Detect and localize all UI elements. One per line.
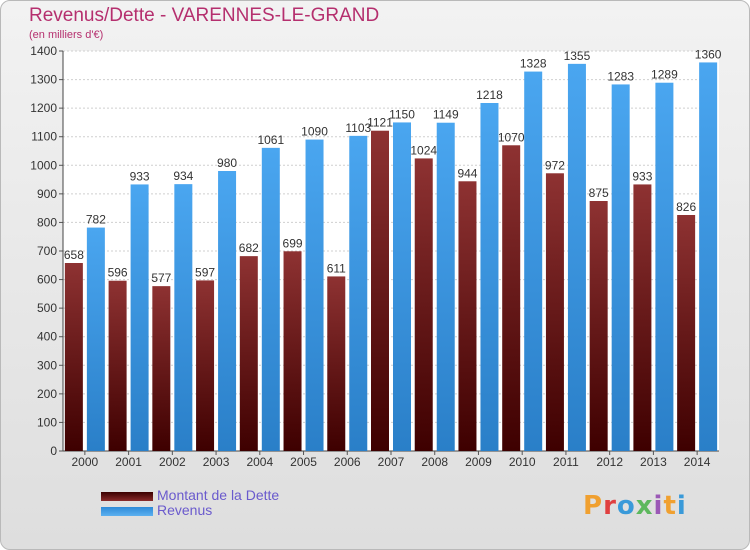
x-tick-label: 2004 — [246, 455, 273, 469]
x-tick-label: 2003 — [203, 455, 230, 469]
bar-revenus — [305, 139, 324, 452]
x-tick-label: 2005 — [290, 455, 317, 469]
bar-revenus — [611, 84, 630, 451]
bar-dette — [196, 280, 215, 451]
bar-revenus — [393, 122, 411, 451]
data-label-dette: 826 — [676, 200, 696, 214]
data-label-dette: 1121 — [367, 116, 393, 130]
y-tick-label: 1300 — [30, 73, 57, 87]
x-tick-label: 2012 — [596, 455, 623, 469]
bar-dette — [502, 145, 521, 452]
legend-swatch-revenus — [101, 507, 153, 516]
data-label-dette: 933 — [632, 169, 652, 183]
data-label-dette: 577 — [151, 271, 171, 285]
data-label-revenus: 1149 — [433, 108, 459, 122]
bar-revenus — [349, 135, 368, 451]
y-tick-label: 500 — [37, 301, 57, 315]
x-tick-label: 2009 — [465, 455, 492, 469]
x-tick-label: 2010 — [509, 455, 536, 469]
data-label-dette: 699 — [283, 236, 303, 250]
data-label-dette: 944 — [457, 166, 477, 180]
data-label-dette: 972 — [545, 158, 565, 172]
bar-dette — [371, 130, 389, 451]
bar-revenus — [130, 184, 149, 451]
bar-revenus — [699, 62, 718, 452]
data-label-revenus: 782 — [86, 213, 106, 227]
chart-title: Revenus/Dette - VARENNES-LE-GRAND — [29, 5, 380, 26]
bar-dette — [458, 181, 477, 452]
y-tick-label: 700 — [37, 244, 57, 258]
y-tick-label: 1400 — [30, 44, 57, 58]
y-tick-label: 300 — [37, 358, 57, 372]
data-label-dette: 682 — [239, 241, 259, 255]
legend-swatch-dette — [101, 492, 153, 501]
bar-dette — [108, 280, 127, 451]
x-tick-label: 2001 — [115, 455, 142, 469]
bar-revenus — [261, 147, 280, 451]
y-tick-label: 800 — [37, 215, 57, 229]
data-label-revenus: 1289 — [651, 68, 678, 82]
data-label-revenus: 1283 — [607, 69, 634, 83]
data-label-revenus: 1150 — [389, 107, 415, 121]
x-tick-label: 2000 — [72, 455, 99, 469]
bar-dette — [327, 276, 346, 451]
data-label-dette: 611 — [327, 261, 346, 275]
y-tick-label: 1000 — [30, 158, 57, 172]
bar-dette — [414, 158, 433, 451]
bar-dette — [64, 263, 83, 451]
data-label-dette: 1070 — [498, 130, 525, 144]
x-tick-label: 2008 — [421, 455, 448, 469]
x-tick-label: 2011 — [553, 455, 579, 469]
bar-dette — [545, 173, 564, 452]
bar-dette — [589, 201, 608, 451]
bar-dette — [152, 286, 171, 451]
proxiti-logo: Proxiti — [583, 491, 687, 521]
bar-revenus — [174, 184, 193, 451]
bar-revenus — [480, 103, 499, 451]
bar-revenus — [436, 122, 455, 451]
y-tick-label: 600 — [37, 273, 57, 287]
bar-dette — [239, 256, 258, 451]
data-label-revenus: 1218 — [476, 88, 503, 102]
data-label-revenus: 1061 — [257, 133, 284, 147]
chart-subtitle: (en milliers d'€) — [29, 29, 104, 41]
data-label-revenus: 1103 — [345, 121, 371, 135]
data-label-revenus: 933 — [130, 169, 150, 183]
bar-revenus — [218, 171, 237, 451]
legend-label-revenus: Revenus — [157, 502, 213, 518]
x-tick-label: 2002 — [159, 455, 186, 469]
y-tick-label: 1200 — [30, 101, 57, 115]
x-tick-label: 2007 — [378, 455, 405, 469]
bar-revenus — [524, 71, 543, 452]
bar-dette — [283, 251, 302, 451]
bar-revenus — [567, 63, 586, 451]
bar-dette — [633, 184, 652, 451]
y-tick-label: 400 — [37, 330, 57, 344]
x-tick-label: 2014 — [684, 455, 711, 469]
bar-revenus — [655, 82, 674, 451]
data-label-dette: 596 — [108, 266, 128, 280]
data-label-revenus: 1090 — [301, 125, 328, 139]
x-tick-label: 2013 — [640, 455, 667, 469]
data-label-dette: 1024 — [410, 143, 437, 157]
x-tick-label: 2006 — [334, 455, 361, 469]
y-tick-label: 100 — [37, 415, 57, 429]
data-label-dette: 658 — [64, 248, 84, 262]
data-label-dette: 597 — [195, 265, 215, 279]
data-label-revenus: 1328 — [520, 57, 547, 71]
data-label-revenus: 1355 — [564, 49, 591, 63]
data-label-revenus: 980 — [217, 156, 237, 170]
data-label-revenus: 934 — [173, 169, 193, 183]
y-tick-label: 900 — [37, 187, 57, 201]
legend-label-dette: Montant de la Dette — [157, 487, 280, 503]
bar-dette — [677, 215, 696, 451]
data-label-revenus: 1360 — [695, 47, 722, 61]
y-tick-label: 200 — [37, 387, 57, 401]
bar-revenus — [86, 227, 105, 451]
data-label-dette: 875 — [589, 186, 609, 200]
y-tick-label: 0 — [50, 444, 57, 458]
y-tick-label: 1100 — [31, 130, 57, 144]
